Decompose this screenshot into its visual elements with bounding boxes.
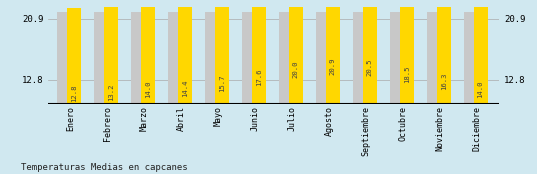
Bar xyxy=(131,12,145,104)
Text: 20.0: 20.0 xyxy=(293,60,299,78)
Bar xyxy=(242,12,256,104)
Bar xyxy=(178,0,192,104)
Bar xyxy=(474,0,488,104)
Text: 13.2: 13.2 xyxy=(108,83,114,101)
Bar xyxy=(252,0,266,104)
Bar xyxy=(437,0,451,104)
Text: 20.5: 20.5 xyxy=(367,58,373,76)
Bar xyxy=(67,9,81,104)
Text: 15.7: 15.7 xyxy=(219,75,225,92)
Text: 14.0: 14.0 xyxy=(145,80,151,98)
Bar xyxy=(316,12,330,104)
Bar xyxy=(94,12,108,104)
Bar xyxy=(289,0,303,104)
Bar xyxy=(325,0,340,104)
Bar xyxy=(362,0,376,104)
Bar xyxy=(426,12,441,104)
Bar xyxy=(279,12,293,104)
Bar xyxy=(390,12,404,104)
Bar xyxy=(168,12,182,104)
Text: 16.3: 16.3 xyxy=(440,73,447,90)
Text: 18.5: 18.5 xyxy=(404,65,410,83)
Bar xyxy=(205,12,219,104)
Bar xyxy=(400,0,413,104)
Text: 14.0: 14.0 xyxy=(477,80,483,98)
Bar xyxy=(104,5,118,104)
Bar xyxy=(141,0,155,104)
Text: 17.6: 17.6 xyxy=(256,68,262,86)
Text: Temperaturas Medias en capcanes: Temperaturas Medias en capcanes xyxy=(21,163,188,172)
Text: 12.8: 12.8 xyxy=(71,85,77,102)
Text: 14.4: 14.4 xyxy=(182,79,188,97)
Bar xyxy=(215,0,229,104)
Text: 20.9: 20.9 xyxy=(330,57,336,75)
Bar xyxy=(57,12,71,104)
Bar xyxy=(353,12,367,104)
Bar xyxy=(463,12,477,104)
